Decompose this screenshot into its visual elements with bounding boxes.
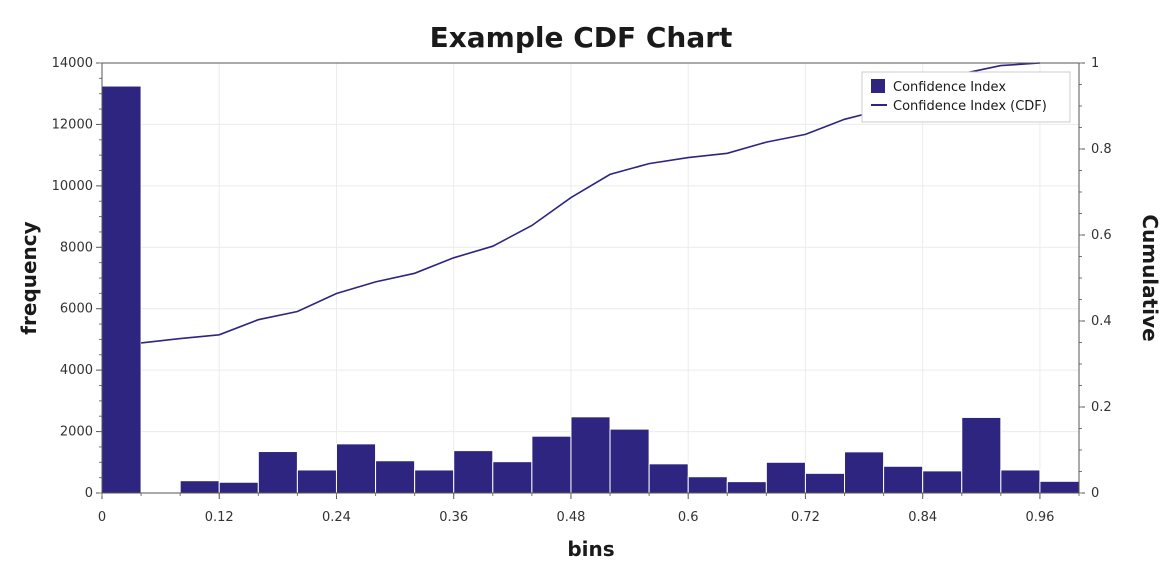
- y2-axis-title: Cumulative: [1138, 214, 1162, 341]
- histogram-bar: [492, 461, 533, 494]
- x-tick-label: 0.36: [439, 510, 468, 525]
- histogram-bar: [296, 469, 337, 494]
- y2-tick-label: 0.8: [1091, 142, 1112, 157]
- x-tick-label: 0.6: [678, 510, 699, 525]
- x-tick-label: 0.96: [1025, 510, 1054, 525]
- x-axis-title: bins: [567, 537, 614, 561]
- histogram-bar: [765, 461, 806, 494]
- y-tick-label: 14000: [52, 56, 93, 71]
- histogram-bar: [101, 85, 142, 494]
- histogram-bar: [883, 465, 924, 494]
- legend-label-line: Confidence Index (CDF): [893, 99, 1047, 114]
- histogram-bar: [1000, 469, 1041, 494]
- x-tick-label: 0: [98, 510, 106, 525]
- histogram-bar: [570, 416, 611, 494]
- histogram-bar: [726, 481, 767, 494]
- chart-title: Example CDF Chart: [430, 21, 733, 54]
- y-tick-label: 8000: [60, 240, 93, 255]
- x-tick-label: 0.84: [908, 510, 937, 525]
- histogram-bar: [531, 435, 572, 494]
- histogram-bar: [961, 416, 1002, 494]
- y-tick-label: 10000: [52, 179, 93, 194]
- y-tick-label: 6000: [60, 302, 93, 317]
- tick-labels: 0 2000 4000 6000 8000 10000 12000 14000 0 0.12 0.2…: [52, 56, 1112, 525]
- histogram-bar: [218, 481, 259, 494]
- histogram-bar: [414, 469, 455, 494]
- y2-tick-label: 0: [1091, 486, 1099, 501]
- histogram-bar: [375, 460, 416, 494]
- y-tick-label: 2000: [60, 425, 93, 440]
- x-tick-label: 0.12: [205, 510, 234, 525]
- histogram-bar: [648, 463, 689, 494]
- histogram-bar: [335, 443, 377, 494]
- y2-tick-label: 0.2: [1091, 400, 1112, 415]
- histogram-bar: [453, 450, 494, 494]
- legend: Confidence Index Confidence Index (CDF): [861, 71, 1071, 123]
- legend-box: [861, 71, 1071, 123]
- y2-tick-label: 0.4: [1091, 314, 1112, 329]
- y-tick-label: 4000: [60, 363, 93, 378]
- histogram-bar: [687, 476, 728, 494]
- y2-tick-label: 0.6: [1091, 228, 1112, 243]
- y2-tick-label: 1: [1091, 56, 1099, 71]
- x-tick-label: 0.72: [791, 510, 820, 525]
- histogram-bar: [257, 451, 298, 494]
- histogram-bars: [101, 85, 1080, 494]
- histogram-bar: [804, 472, 846, 494]
- y-axis-title: frequency: [17, 221, 41, 334]
- histogram-bar: [179, 480, 220, 494]
- legend-swatch-bar: [871, 79, 885, 93]
- histogram-bar: [609, 428, 650, 494]
- x-tick-label: 0.48: [556, 510, 585, 525]
- histogram-bar: [844, 451, 885, 494]
- histogram-bar: [922, 470, 963, 494]
- y-tick-label: 0: [85, 486, 93, 501]
- histogram-bar: [1039, 480, 1080, 494]
- axes: [96, 62, 1085, 499]
- x-tick-label: 0.24: [322, 510, 351, 525]
- legend-label-bar: Confidence Index: [893, 80, 1006, 95]
- y-tick-label: 12000: [52, 117, 93, 132]
